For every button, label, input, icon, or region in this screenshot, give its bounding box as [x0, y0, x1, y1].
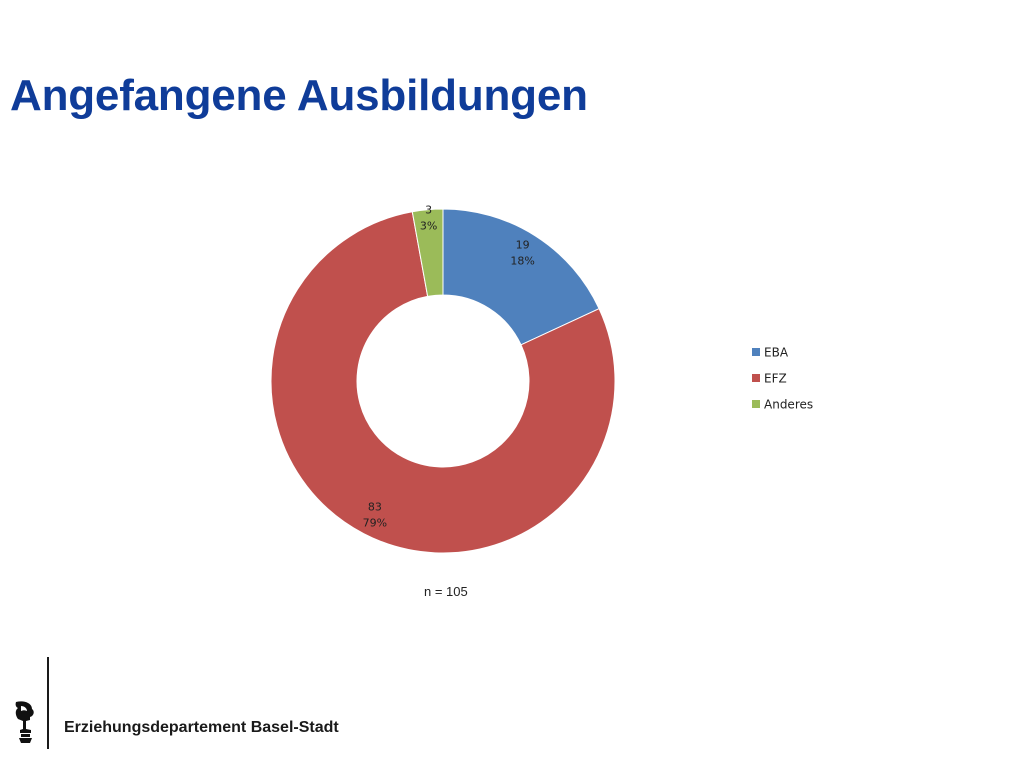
- slice-value-eba: 19: [516, 238, 530, 251]
- legend-label-eba: EBA: [764, 346, 789, 360]
- legend-swatch-efz: [752, 374, 760, 382]
- legend-label-efz: EFZ: [764, 372, 787, 386]
- slice-percent-eba: 18%: [510, 254, 534, 267]
- basel-staff-logo: [15, 701, 34, 743]
- slice-percent-anderes: 3%: [420, 220, 437, 233]
- slice-eba: [442, 208, 600, 346]
- slice-anderes: [411, 208, 444, 297]
- footer-department: Erziehungsdepartement Basel-Stadt: [64, 719, 339, 736]
- legend-label-anderes: Anderes: [764, 398, 813, 412]
- slice-efz: [270, 211, 616, 554]
- slice-value-efz: 83: [368, 500, 382, 513]
- legend-swatch-eba: [752, 348, 760, 356]
- slice-percent-efz: 79%: [363, 516, 387, 529]
- footer-divider: [47, 657, 49, 749]
- legend-swatch-anderes: [752, 400, 760, 408]
- slice-value-anderes: 3: [425, 204, 432, 217]
- slide-title: Angefangene Ausbildungen: [10, 71, 588, 120]
- sample-size-note: n = 105: [424, 584, 468, 599]
